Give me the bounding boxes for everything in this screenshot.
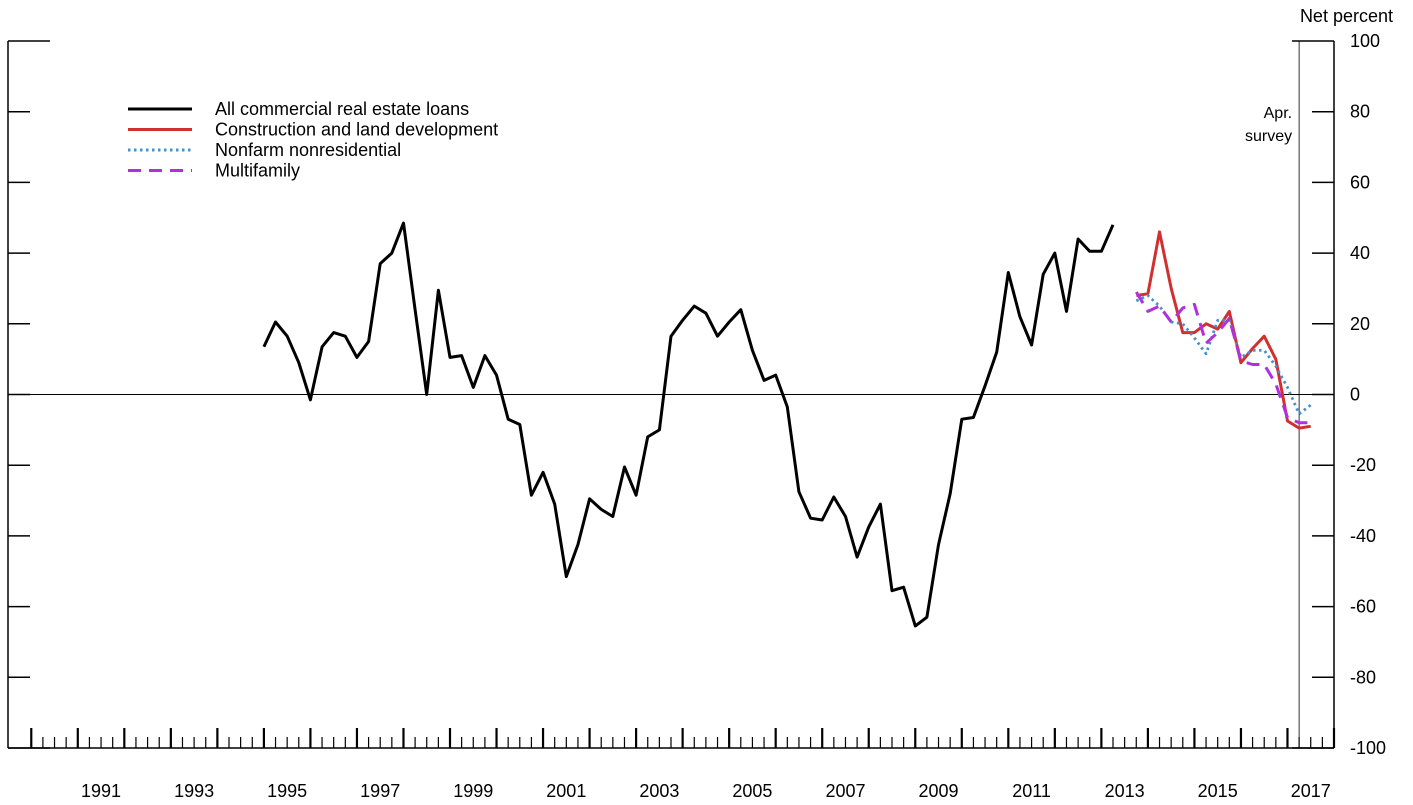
annotation-text-line1: Apr. [1264,105,1292,122]
y-tick-label-1: 80 [1350,102,1370,122]
series-line-2 [1135,294,1312,416]
x-tick-label-8: 2007 [825,781,865,801]
y-tick-label-8: -60 [1350,597,1376,617]
y-tick-label-3: 40 [1350,243,1370,263]
legend-label-0: All commercial real estate loans [215,99,469,119]
y-tick-label-10: -100 [1350,738,1386,758]
x-tick-label-11: 2013 [1105,781,1145,801]
legend: All commercial real estate loans Constru… [128,99,498,181]
series-group [262,221,1312,628]
legend-label-2: Nonfarm nonresidential [215,140,401,160]
x-tick-label-13: 2017 [1291,781,1331,801]
x-axis-ticks: 1991 1993 1995 1997 1999 2001 2003 2005 2007 2009… [30,728,1336,801]
annotation-text-line2: survey [1245,128,1292,145]
x-tick-label-7: 2005 [732,781,772,801]
x-tick-label-0: 1991 [81,781,121,801]
series-line-0 [262,221,1115,628]
x-tick-label-10: 2011 [1012,781,1051,801]
y-axis-title: Net percent [1300,6,1393,26]
x-tick-label-4: 1999 [453,781,493,801]
x-tick-label-6: 2003 [639,781,679,801]
y-tick-label-6: -20 [1350,455,1376,475]
y-tick-label-5: 0 [1350,385,1360,405]
x-tick-label-3: 1997 [360,781,400,801]
y-tick-label-4: 20 [1350,314,1370,334]
x-tick-label-9: 2009 [919,781,959,801]
y-tick-label-7: -40 [1350,526,1376,546]
y-axis-ticks: 100 80 60 40 20 0 -20 -40 -60 -80 -100 [8,31,1386,758]
series-line-1 [1136,230,1311,430]
x-tick-label-5: 2001 [546,781,586,801]
y-tick-label-9: -80 [1350,667,1376,687]
y-tick-label-0: 100 [1350,31,1380,51]
y-tick-label-2: 60 [1350,172,1370,192]
x-tick-label-1: 1993 [174,781,214,801]
legend-label-1: Construction and land development [215,120,498,140]
series-line-3 [1135,291,1311,425]
x-tick-label-12: 2015 [1198,781,1238,801]
annotation-group: Apr. survey [1245,41,1300,748]
x-tick-label-2: 1995 [267,781,307,801]
legend-label-3: Multifamily [215,161,300,181]
